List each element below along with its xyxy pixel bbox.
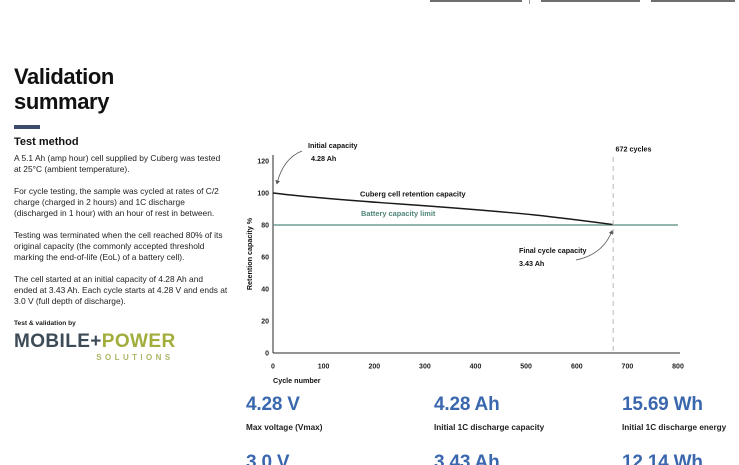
- stat-initial-discharge-capacity: 4.28 Ah Initial 1C discharge capacity: [434, 394, 544, 432]
- stat-value: 3.43 Ah: [434, 452, 500, 465]
- paragraph-capacity: The cell started at an initial capacity …: [14, 274, 228, 306]
- stat-value: 4.28 V: [246, 394, 300, 415]
- stat-value: 3.0 V: [246, 452, 290, 465]
- mobile-power-solutions-logo: MOBILE+POWER SOLUTIONS: [14, 331, 176, 362]
- final-capacity-annotation: Final cycle capacity: [519, 246, 587, 255]
- battery-capacity-limit-label: Battery capacity limit: [361, 209, 436, 218]
- stat-initial-discharge-energy: 15.69 Wh Initial 1C discharge energy: [622, 394, 726, 432]
- retention-capacity-chart: 120 100 80 60 40 20 0 0 100 200 300 400 …: [245, 141, 684, 385]
- test-method-heading: Test method: [14, 136, 79, 148]
- x-tick-label: 600: [571, 364, 583, 371]
- initial-capacity-arrow: [275, 150, 303, 185]
- stat-label: Initial 1C discharge capacity: [434, 423, 545, 432]
- cropped-header-divider: [529, 0, 530, 4]
- x-axis-title: Cycle number: [273, 376, 321, 385]
- cropped-header-fragment: [430, 0, 522, 2]
- initial-capacity-value: 4.28 Ah: [311, 154, 336, 163]
- logo-wordmark: MOBILE+POWER: [14, 331, 176, 352]
- retention-curve: [272, 192, 613, 226]
- page-title-line1: Validation: [14, 64, 114, 89]
- y-tick-label: 80: [261, 223, 269, 230]
- stat-final-capacity-partial: 3.43 Ah: [434, 452, 500, 465]
- y-tick-label: 0: [265, 351, 269, 358]
- stat-label: Max voltage (Vmax): [246, 423, 323, 432]
- y-tick-label: 100: [257, 191, 269, 198]
- x-tick-label: 300: [419, 364, 431, 371]
- left-column: Validation summary Test method A 5.1 Ah …: [14, 64, 228, 365]
- y-tick-label: 120: [257, 159, 269, 166]
- stat-value: 15.69 Wh: [622, 394, 703, 415]
- cropped-header-fragment: [541, 0, 640, 2]
- x-tick-label: 400: [470, 364, 482, 371]
- attribution-text: Test & validation by: [14, 320, 76, 327]
- paragraph-sample: A 5.1 Ah (amp hour) cell supplied by Cub…: [14, 153, 221, 174]
- logo-subtext-solutions: SOLUTIONS: [96, 353, 174, 362]
- logo-plus-icon: +: [90, 331, 102, 352]
- x-tick-label: 100: [318, 364, 330, 371]
- stat-value: 12.14 Wh: [622, 452, 703, 465]
- final-capacity-value: 3.43 Ah: [519, 259, 544, 268]
- y-axis-title: Retention capacity %: [245, 217, 254, 290]
- stat-final-energy-partial: 12.14 Wh: [622, 452, 703, 465]
- x-tick-label: 0: [271, 364, 275, 371]
- x-tick-label: 500: [520, 364, 532, 371]
- accent-dash: [14, 125, 40, 129]
- y-tick-label: 20: [261, 319, 269, 326]
- page-title-line2: summary: [14, 89, 110, 114]
- logo-word-power: POWER: [101, 331, 176, 352]
- initial-capacity-annotation: Initial capacity: [308, 141, 358, 150]
- cropped-header-fragment: [651, 0, 735, 2]
- paragraph-cycle-testing: For cycle testing, the sample was cycled…: [14, 186, 219, 218]
- final-capacity-arrow: [575, 230, 614, 261]
- stat-label: Initial 1C discharge energy: [622, 423, 727, 432]
- y-tick-label: 40: [261, 287, 269, 294]
- logo-word-mobile: MOBILE: [14, 331, 91, 352]
- series-label-cuberg: Cuberg cell retention capacity: [360, 190, 466, 199]
- stat-max-voltage: 4.28 V Max voltage (Vmax): [246, 394, 322, 432]
- x-tick-label: 800: [672, 364, 684, 371]
- stat-min-voltage-partial: 3.0 V: [246, 452, 290, 465]
- paragraph-termination: Testing was terminated when the cell rea…: [14, 230, 223, 262]
- y-tick-label: 60: [261, 255, 269, 262]
- page-title: Validation summary: [14, 64, 228, 114]
- x-tick-label: 200: [368, 364, 380, 371]
- stat-value: 4.28 Ah: [434, 394, 500, 415]
- x-tick-label: 700: [622, 364, 634, 371]
- eol-cycles-label: 672 cycles: [616, 145, 652, 154]
